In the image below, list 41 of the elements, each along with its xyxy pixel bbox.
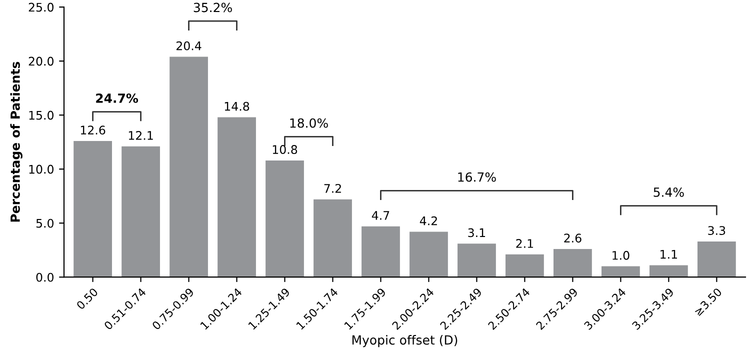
y-tick-label: 0.0 xyxy=(36,272,54,282)
data-label: 1.0 xyxy=(612,250,630,260)
data-label: 3.1 xyxy=(468,228,486,238)
y-tick-label: 5.0 xyxy=(36,218,54,228)
data-label: 2.1 xyxy=(516,239,534,248)
bar xyxy=(266,160,304,278)
bar xyxy=(362,226,400,278)
data-label: 7.2 xyxy=(324,184,341,193)
y-tick-label: 20.0 xyxy=(28,56,54,66)
data-label: 4.2 xyxy=(420,216,437,226)
bar xyxy=(314,199,352,278)
annotation: 24.7% xyxy=(96,93,138,103)
bar xyxy=(602,266,640,278)
annotation: 35.2% xyxy=(194,2,232,12)
bar xyxy=(74,141,112,278)
data-label: 3.3 xyxy=(708,226,726,236)
y-tick-label: 25.0 xyxy=(28,2,54,12)
y-tick-label: 15.0 xyxy=(29,110,54,120)
x-axis-title: Myopic offset (D) xyxy=(352,335,458,348)
annotation: 5.4% xyxy=(654,187,684,197)
bar xyxy=(649,265,688,278)
y-axis-title: Percentage of Patients xyxy=(10,62,22,222)
bar xyxy=(697,241,736,278)
data-label: 2.6 xyxy=(564,234,582,243)
data-label: 1.1 xyxy=(660,250,677,259)
data-label: 20.4 xyxy=(176,41,202,50)
annotation: 16.7% xyxy=(458,172,496,182)
bar xyxy=(554,249,592,278)
data-label: 4.7 xyxy=(372,211,390,220)
data-label: 10.8 xyxy=(272,145,298,154)
data-label: 14.8 xyxy=(224,102,250,111)
bar xyxy=(122,146,160,278)
bar xyxy=(170,56,208,278)
bar xyxy=(506,254,544,278)
bar xyxy=(218,117,256,278)
y-tick-label: 10.0 xyxy=(29,164,54,174)
bar xyxy=(410,232,448,278)
data-label: 12.6 xyxy=(80,126,106,135)
annotation: 18.0% xyxy=(290,118,328,128)
data-label: 12.1 xyxy=(128,131,153,140)
bar xyxy=(458,244,496,278)
